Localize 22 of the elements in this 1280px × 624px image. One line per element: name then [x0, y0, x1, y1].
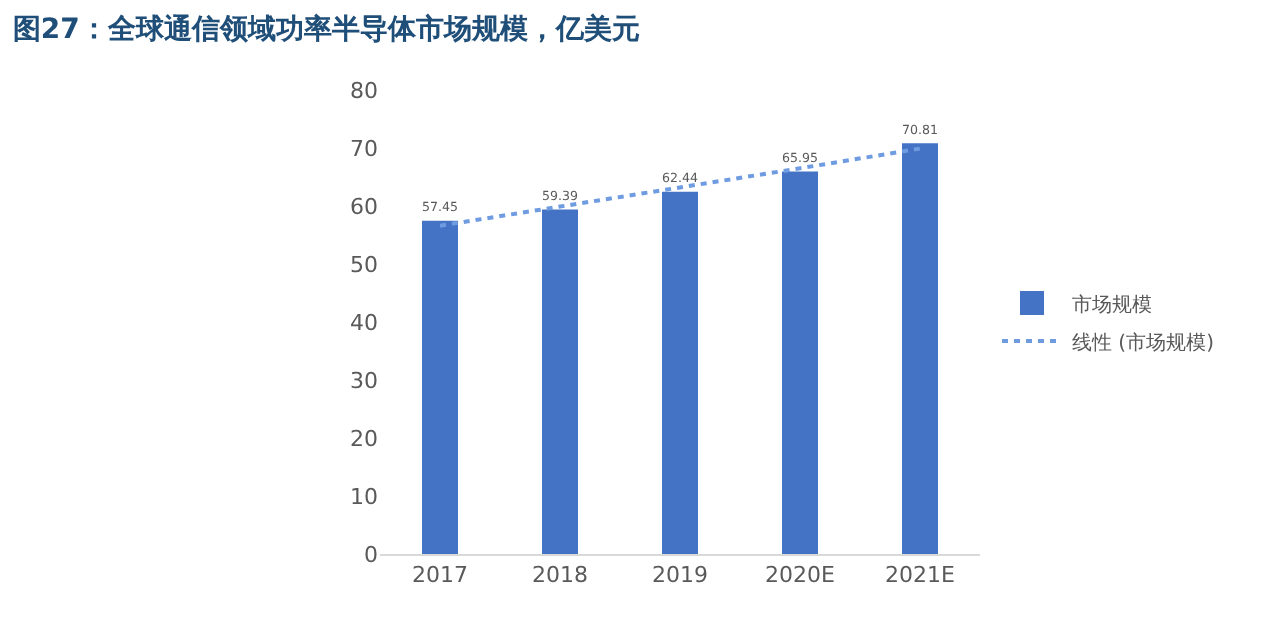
x-tick-label: 2018: [532, 562, 588, 589]
legend-label: 线性 (市场规模): [1072, 330, 1215, 355]
y-tick-label: 0: [364, 541, 378, 568]
x-tick-label: 2020E: [765, 562, 836, 589]
bar: [782, 171, 818, 554]
legend-label: 市场规模: [1072, 292, 1152, 317]
y-tick-label: 10: [350, 483, 378, 510]
y-tick-label: 30: [350, 367, 378, 394]
y-tick-label: 40: [350, 309, 378, 336]
y-tick-label: 80: [350, 77, 378, 104]
y-tick-label: 50: [350, 251, 378, 278]
chart-title: 图27：全球通信领域功率半导体市场规模，亿美元: [12, 12, 640, 47]
y-tick-label: 70: [350, 135, 378, 162]
x-tick-label: 2019: [652, 562, 708, 589]
y-tick-label: 60: [350, 193, 378, 220]
bar: [902, 143, 938, 554]
bar: [422, 220, 458, 554]
x-tick-label: 2017: [412, 562, 468, 589]
y-tick-label: 20: [350, 425, 378, 452]
bar: [542, 209, 578, 554]
bar: [662, 191, 698, 554]
x-tick-label: 2021E: [885, 562, 956, 589]
